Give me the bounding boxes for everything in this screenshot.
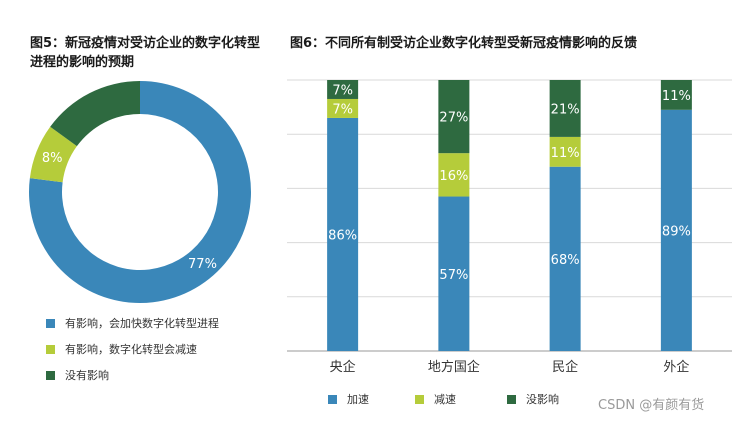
bar-segment-没影响 (549, 80, 581, 137)
bar-segment-加速 (327, 117, 359, 351)
bar-segment-label: 7% (332, 83, 353, 98)
x-tick-label: 外企 (663, 359, 689, 375)
legend-swatch-blue (328, 394, 337, 404)
legend-label: 减速 (434, 393, 456, 406)
legend-item-no-effect: 没有影响 (46, 367, 109, 383)
bar-segment-label: 86% (328, 228, 357, 243)
donut-slice-label: 77% (188, 257, 217, 272)
bar-segment-label: 11% (551, 146, 580, 161)
x-tick-label: 央企 (330, 359, 356, 375)
legend-label: 加速 (347, 393, 369, 406)
legend-item-decelerate: 有影响，数字化转型会减速 (46, 341, 197, 357)
legend-swatch-green (507, 394, 516, 404)
bar-segment-没影响 (327, 80, 359, 99)
legend-label: 没影响 (526, 393, 559, 406)
legend-swatch-lime (46, 344, 55, 354)
bar-legend-item-no-effect: 没影响 (507, 391, 559, 407)
bar-legend-item-decelerate: 减速 (415, 391, 456, 407)
bar-segment-label: 57% (439, 268, 468, 283)
bar-segment-没影响 (660, 80, 692, 110)
bar-legend-item-accelerate: 加速 (328, 391, 369, 407)
bar-segment-label: 89% (662, 224, 691, 239)
legend-label: 有影响，会加快数字化转型进程 (65, 317, 219, 330)
legend-item-accelerate: 有影响，会加快数字化转型进程 (46, 315, 219, 331)
legend-swatch-blue (46, 318, 55, 328)
bar-segment-加速 (660, 109, 692, 351)
legend-swatch-green (46, 370, 55, 380)
bar-segment-没影响 (438, 80, 470, 154)
legend-swatch-lime (415, 394, 424, 404)
bar-segment-label: 11% (662, 89, 691, 104)
bar-chart-title: 图6：不同所有制受访企业数字化转型受新冠疫情影响的反馈 (290, 36, 638, 51)
bar-segment-label: 16% (439, 169, 468, 184)
donut-slice-0 (29, 81, 252, 303)
bar-segment-减速 (327, 98, 359, 118)
donut-chart-title: 图5：新冠疫情对受访企业的数字化转型进程的影响的预期 (30, 36, 261, 70)
donut-slice-label: 8% (42, 151, 63, 166)
legend-label: 没有影响 (65, 369, 109, 382)
bar-segment-label: 68% (551, 253, 580, 268)
legend-label: 有影响，数字化转型会减速 (65, 343, 197, 356)
donut-slice-1 (29, 126, 77, 183)
donut-slice-2 (50, 81, 140, 147)
bar-segment-label: 21% (551, 102, 580, 117)
bar-segment-减速 (549, 136, 581, 167)
bar-segment-加速 (549, 166, 581, 351)
x-tick-label: 地方国企 (428, 359, 480, 375)
watermark: CSDN @有颜有货 (598, 398, 705, 413)
x-tick-label: 民企 (552, 359, 578, 375)
bar-segment-减速 (438, 153, 470, 197)
bar-segment-加速 (438, 196, 470, 351)
bar-segment-label: 7% (332, 102, 353, 117)
bar-segment-label: 27% (439, 111, 468, 126)
